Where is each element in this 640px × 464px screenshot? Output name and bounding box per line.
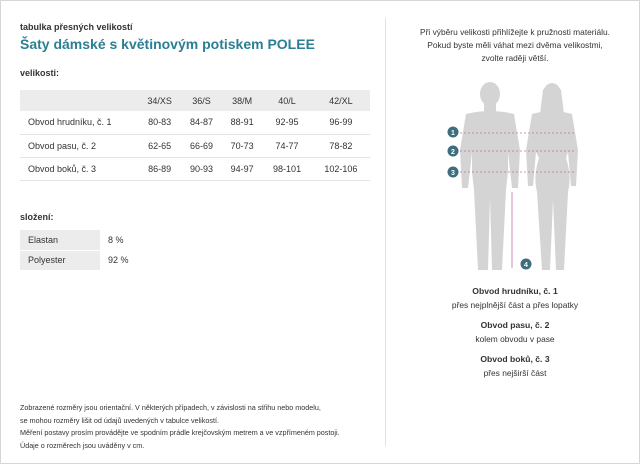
table-row: Obvod pasu, č. 2 62-65 66-69 70-73 74-77… (20, 134, 370, 158)
table-row: Obvod hrudníku, č. 1 80-83 84-87 88-91 9… (20, 111, 370, 135)
table-cell: 94-97 (221, 157, 263, 181)
fit-advice: Při výběru velikosti přihlížejte k pružn… (400, 26, 630, 65)
marker-1: 1 (447, 126, 459, 138)
measurement-desc: přes nejširší část (483, 368, 547, 378)
row-label: Obvod hrudníku, č. 1 (20, 111, 138, 135)
table-cell: 70-73 (221, 134, 263, 158)
notes: Zobrazené rozměry jsou orientační. V něk… (20, 402, 380, 452)
page-title: Šaty dámské s květinovým potiskem POLEE (20, 36, 315, 52)
material-percent: 8 % (108, 235, 124, 245)
table-cell: 98-101 (262, 157, 312, 181)
material-name: Polyester (20, 250, 100, 271)
male-figure-icon (460, 82, 520, 270)
advice-line: Při výběru velikosti přihlížejte k pružn… (420, 27, 610, 37)
measurement-title: Obvod hrudníku, č. 1 (472, 286, 558, 296)
size-column-header: 38/M (221, 90, 263, 111)
size-column-header: 42/XL (311, 90, 370, 111)
sizes-heading: velikosti: (20, 68, 60, 78)
table-cell: 92-95 (262, 111, 312, 135)
measurement-waist: Obvod pasu, č. 2 kolem obvodu v pase (400, 320, 630, 344)
size-table-header: 34/XS 36/S 38/M 40/L 42/XL (20, 90, 370, 111)
svg-text:3: 3 (451, 170, 455, 177)
table-cell: 96-99 (311, 111, 370, 135)
measurement-title: Obvod pasu, č. 2 (480, 320, 550, 330)
advice-line: zvolte raději větší. (481, 53, 549, 63)
svg-text:2: 2 (451, 149, 455, 156)
table-cell: 84-87 (181, 111, 222, 135)
table-cell: 74-77 (262, 134, 312, 158)
note-line: se mohou rozměry lišit od údajů uvedenýc… (20, 415, 219, 425)
advice-line: Pokud byste měli váhat mezi dvěma veliko… (427, 40, 603, 50)
measurement-desc: kolem obvodu v pase (475, 334, 555, 344)
table-cell: 86-89 (138, 157, 182, 181)
measurement-lines (460, 132, 576, 268)
svg-text:1: 1 (451, 130, 455, 137)
table-cell: 78-82 (311, 134, 370, 158)
size-table: 34/XS 36/S 38/M 40/L 42/XL Obvod hrudník… (20, 90, 370, 181)
row-label: Obvod pasu, č. 2 (20, 134, 138, 158)
svg-text:4: 4 (524, 262, 528, 269)
measurement-hips: Obvod boků, č. 3 přes nejširší část (400, 354, 630, 378)
table-row: Polyester 92 % (20, 250, 132, 271)
female-figure-icon (526, 83, 578, 270)
row-label: Obvod boků, č. 3 (20, 157, 138, 181)
table-cell: 80-83 (138, 111, 182, 135)
table-row: Obvod boků, č. 3 86-89 90-93 94-97 98-10… (20, 157, 370, 181)
marker-4: 4 (520, 258, 532, 270)
size-column-header: 40/L (262, 90, 312, 111)
table-row: Elastan 8 % (20, 230, 132, 251)
measurement-desc: přes nejplnější část a přes lopatky (451, 300, 579, 310)
note-line: Údaje o rozměrech jsou uváděny v cm. (20, 440, 145, 450)
material-percent: 92 % (108, 255, 129, 265)
table-cell: 62-65 (138, 134, 182, 158)
table-cell: 88-91 (221, 111, 263, 135)
material-name: Elastan (20, 230, 100, 251)
table-cell: 102-106 (311, 157, 370, 181)
size-column-header (20, 90, 138, 111)
composition-table: Elastan 8 % Polyester 92 % (20, 230, 132, 271)
marker-3: 3 (447, 166, 459, 178)
body-figures-illustration: 1 2 3 4 (447, 82, 578, 270)
table-cell: 90-93 (181, 157, 222, 181)
size-column-header: 34/XS (138, 90, 182, 111)
measurement-chest: Obvod hrudníku, č. 1 přes nejplnější čás… (400, 286, 630, 310)
page-kicker: tabulka přesných velikostí (20, 22, 133, 32)
column-divider (385, 18, 386, 446)
size-column-header: 36/S (181, 90, 222, 111)
table-cell: 66-69 (181, 134, 222, 158)
marker-2: 2 (447, 145, 459, 157)
note-line: Zobrazené rozměry jsou orientační. V něk… (20, 403, 321, 412)
composition-heading: složení: (20, 212, 54, 222)
measurement-title: Obvod boků, č. 3 (480, 354, 550, 364)
header: tabulka přesných velikostí Šaty dámské s… (20, 22, 380, 52)
note-line: Měření postavy prosím provádějte ve spod… (20, 428, 340, 438)
